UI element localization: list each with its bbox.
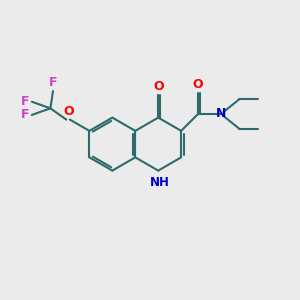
Text: O: O xyxy=(153,80,164,93)
Text: F: F xyxy=(21,95,29,108)
Text: O: O xyxy=(193,78,203,91)
Text: F: F xyxy=(49,76,57,89)
Text: NH: NH xyxy=(150,176,169,190)
Text: N: N xyxy=(215,107,226,121)
Text: O: O xyxy=(63,104,74,118)
Text: F: F xyxy=(21,109,29,122)
